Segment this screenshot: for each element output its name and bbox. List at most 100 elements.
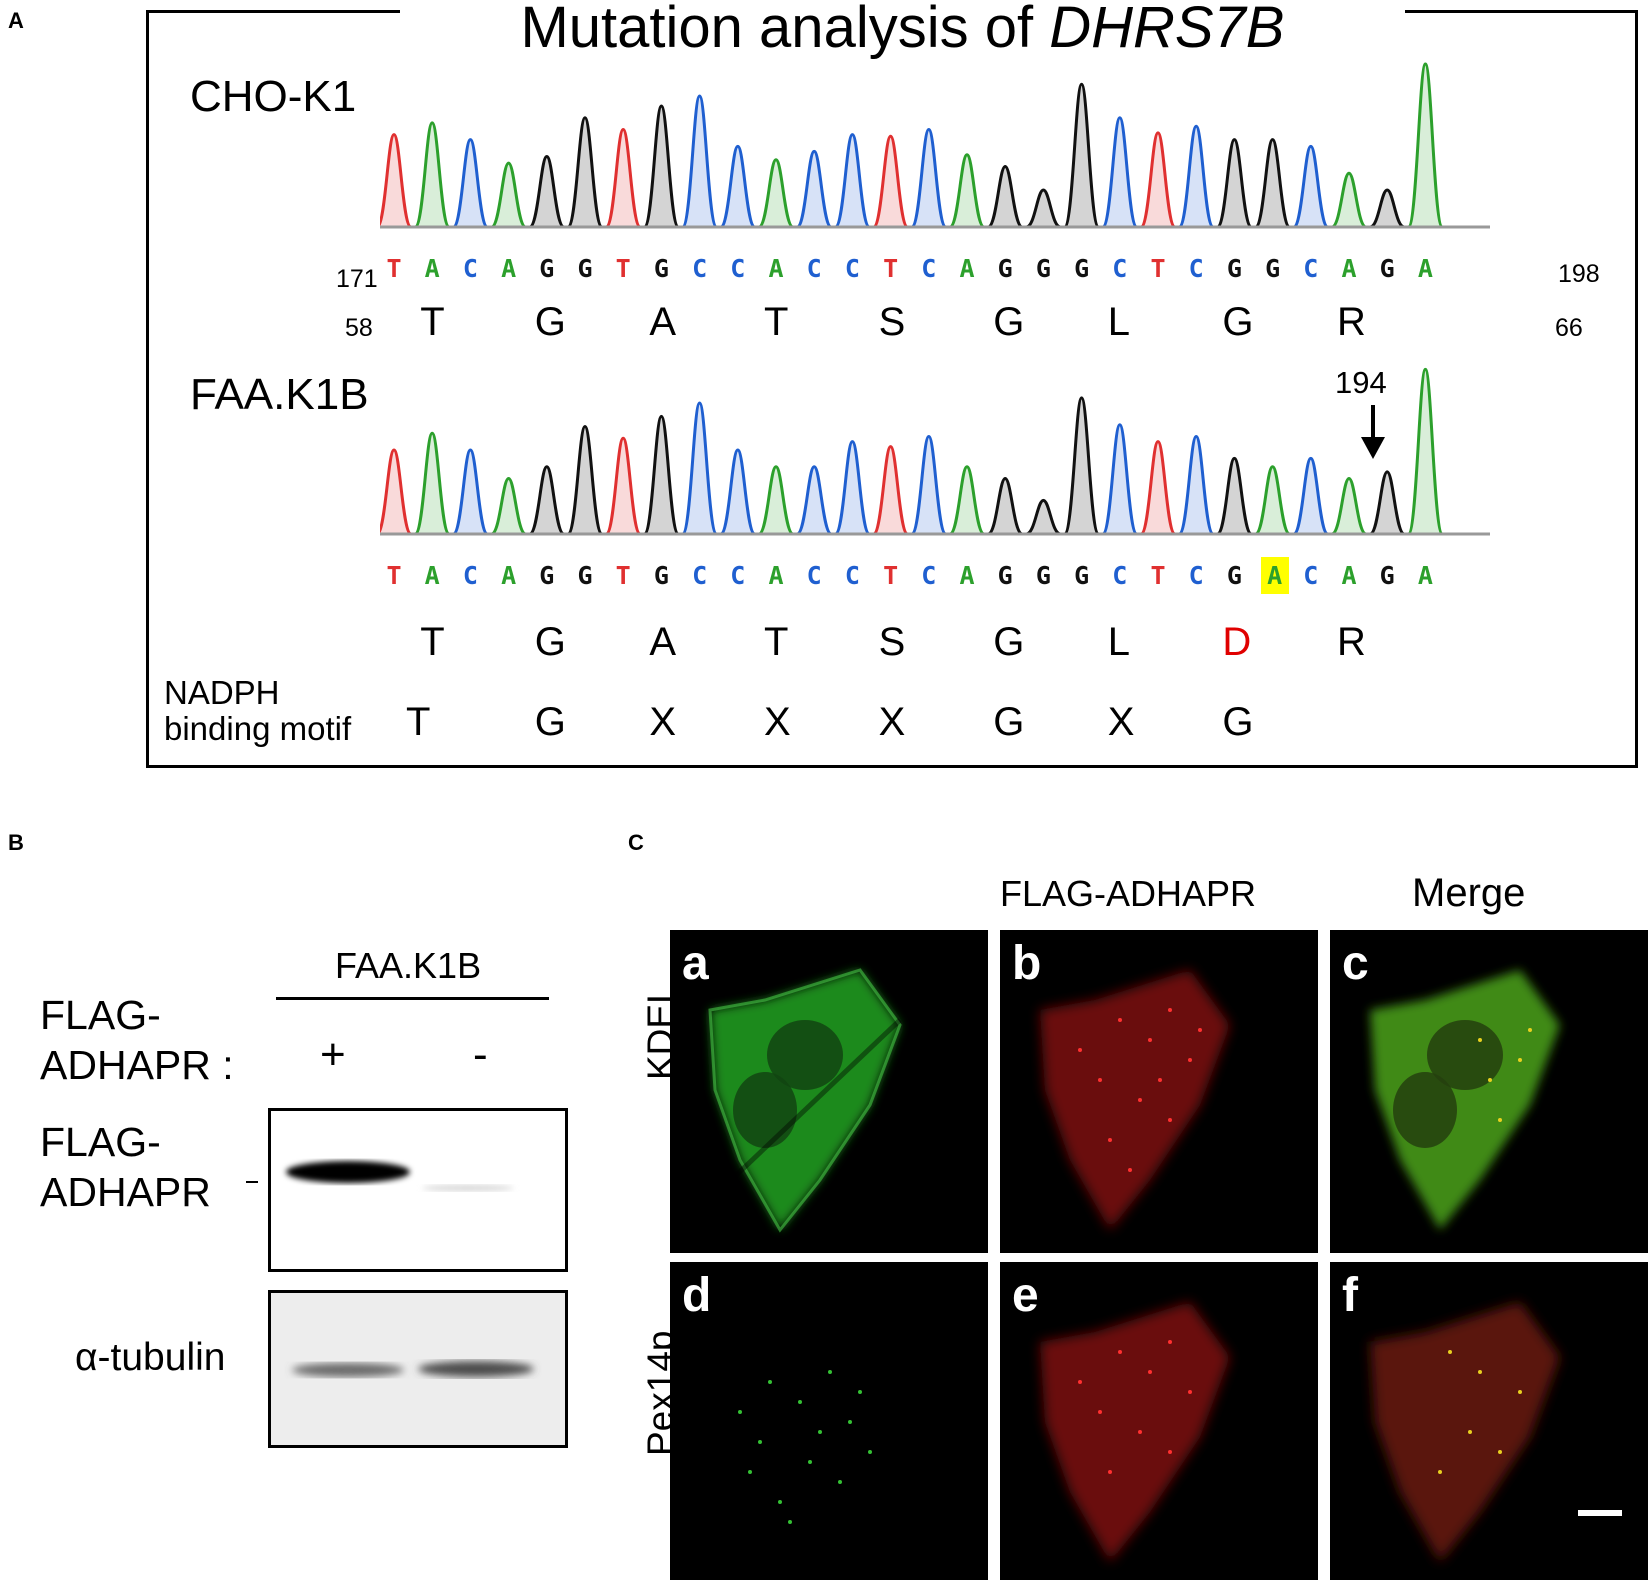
amino-acid: G: [534, 620, 566, 664]
panel-letter-c: c: [1342, 937, 1369, 990]
chromatogram-peak: [380, 448, 413, 536]
amino-acid: S: [878, 620, 906, 664]
mut-chromatogram: [380, 367, 1490, 536]
chromatogram-peak: [1331, 477, 1367, 536]
chromatogram-peak: [910, 128, 948, 229]
wt-chromatogram: [380, 62, 1490, 229]
wt-nt: C: [692, 254, 708, 283]
flag-band-lane1: [286, 1161, 410, 1183]
mut-nt: C: [692, 561, 708, 590]
wt-nt: G: [577, 254, 593, 283]
wt-nt: C: [1188, 254, 1204, 283]
cell-merge-image-1: [1370, 970, 1560, 1230]
lane-plus: +: [320, 1030, 346, 1079]
wt-nt: G: [539, 254, 555, 283]
title-gene: DHRS7B: [1049, 0, 1285, 60]
wt-nt: T: [386, 254, 402, 283]
chromatogram-peak: [604, 128, 642, 229]
wt-label: CHO-K1: [190, 72, 357, 121]
amino-acid: L: [1107, 300, 1131, 344]
micrograph-a: a: [670, 930, 988, 1253]
mut-nt: G: [1074, 561, 1090, 590]
band1-label: FLAG- ADHAPR: [40, 1117, 211, 1217]
chromatogram-peak: [719, 144, 757, 229]
mut-nt: C: [921, 561, 937, 590]
motif-label-line2: binding motif: [164, 710, 352, 747]
chromatogram-peak: [1292, 144, 1330, 229]
mut-nt: A: [1260, 557, 1289, 594]
cell-merge-image-2: [1370, 1302, 1560, 1562]
chromatogram-peak: [451, 448, 489, 536]
chromatogram-peak: [833, 133, 871, 229]
wt-start-number: 171: [336, 265, 378, 293]
chromatogram-peak: [910, 435, 948, 536]
chromatogram-peak: [948, 153, 986, 229]
amino-acid: G: [1222, 300, 1254, 344]
wt-nt: G: [653, 254, 669, 283]
amino-acid: G: [993, 300, 1025, 344]
amino-acid: D: [1222, 620, 1252, 664]
lane-label: FLAG- ADHAPR :: [40, 990, 234, 1090]
cell-pex14p-image: [738, 1370, 872, 1524]
mutation-position-label: 194: [1335, 365, 1387, 400]
amino-acid: T: [764, 620, 789, 664]
chromatogram-peak: [872, 134, 910, 229]
wt-nt: C: [921, 254, 937, 283]
chromatogram-peak: [528, 154, 566, 229]
micrograph-b: b: [1000, 930, 1318, 1253]
wt-nt: C: [462, 254, 478, 283]
wt-nt: A: [959, 254, 975, 283]
mut-nt: A: [768, 561, 784, 590]
mut-nt: G: [539, 561, 555, 590]
motif-letter: X: [764, 700, 791, 744]
motif-label-line1: NADPH: [164, 674, 280, 711]
panel-letter-a: a: [682, 937, 709, 990]
motif-letter: G: [1222, 700, 1254, 744]
mut-nt: G: [997, 561, 1013, 590]
mut-nt: G: [1226, 561, 1242, 590]
amino-acid: R: [1337, 300, 1366, 344]
mut-nt: C: [1303, 561, 1319, 590]
mut-nt: T: [1150, 561, 1166, 590]
title-prefix: Mutation analysis of: [520, 0, 1050, 60]
mut-nt: A: [501, 561, 517, 590]
panel-letter-e: e: [1012, 1269, 1039, 1322]
panel-a-frame: [146, 10, 1638, 768]
amino-acid: A: [649, 300, 677, 344]
band1-label-line2: ADHAPR: [40, 1169, 211, 1215]
col-header-flag: FLAG-ADHAPR: [1000, 873, 1257, 914]
mut-nt: T: [615, 561, 631, 590]
mut-nt: G: [1035, 561, 1051, 590]
mutation-arrow-icon: [1361, 405, 1385, 459]
chromatogram-peak: [1139, 440, 1177, 536]
chromatogram-peak: [413, 121, 451, 229]
wt-nt: T: [883, 254, 899, 283]
chromatogram-peak: [1292, 456, 1330, 536]
chromatogram-peak: [1369, 188, 1405, 229]
wt-nt: A: [424, 254, 440, 283]
cell-flag-image-1: [1040, 970, 1230, 1230]
amino-acid: R: [1337, 620, 1366, 664]
chromatogram-peak: [757, 158, 795, 229]
scale-bar: [1578, 1510, 1622, 1516]
group-line: [276, 997, 549, 1000]
wt-nt: A: [501, 254, 517, 283]
chromatogram-peak: [795, 149, 833, 229]
chromatogram-peak: [1215, 456, 1253, 536]
chromatogram-peak: [833, 440, 871, 536]
wt-end-number: 198: [1558, 260, 1600, 288]
flag-band-lane2: [422, 1185, 514, 1191]
col-header-merge: Merge: [1412, 871, 1526, 915]
motif-letter: G: [534, 700, 566, 744]
cell-flag-image-2: [1040, 1302, 1230, 1562]
panel-a-title: Mutation analysis of DHRS7B: [400, 0, 1405, 61]
blot-tubulin: [268, 1290, 568, 1448]
mut-nt: C: [1188, 561, 1204, 590]
tubulin-band-lane1: [292, 1363, 404, 1377]
band2-label: α-tubulin: [75, 1336, 226, 1379]
panel-letter-b: b: [1012, 937, 1042, 990]
chromatogram-peak: [642, 104, 680, 229]
